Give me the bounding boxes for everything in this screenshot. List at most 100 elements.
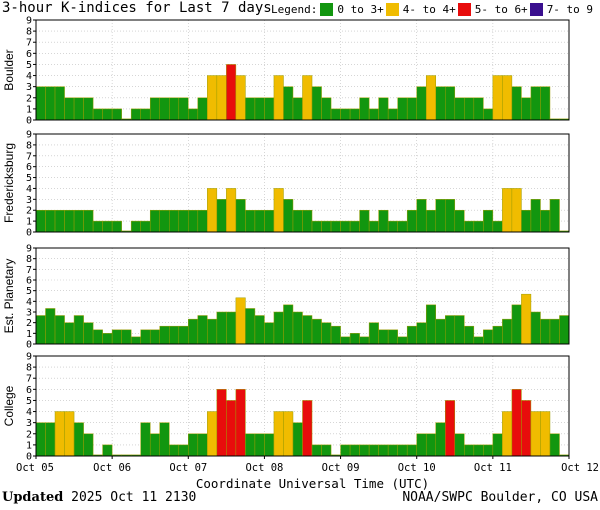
y-tick-label: 0 — [26, 452, 32, 463]
k-index-bar — [169, 325, 180, 345]
y-tick-label: 7 — [26, 265, 32, 276]
k-index-bar — [226, 64, 237, 121]
y-tick-label: 1 — [26, 329, 32, 340]
k-index-bar — [397, 444, 408, 457]
k-index-bar — [454, 97, 465, 121]
k-index-bar — [140, 329, 151, 345]
k-index-bar — [140, 220, 151, 233]
k-index-bar — [540, 318, 551, 345]
x-tick-label: Oct 05 — [16, 462, 54, 474]
k-index-bar — [226, 188, 237, 233]
k-index-bar — [368, 220, 379, 233]
k-index-bar — [45, 422, 56, 457]
k-index-bar — [283, 199, 294, 233]
legend-item-label: 4- to 4+ — [402, 3, 456, 16]
k-index-bar — [102, 108, 113, 121]
k-index-bar — [169, 209, 180, 233]
k-index-bar — [54, 209, 65, 233]
k-index-bar — [406, 444, 417, 457]
legend-item-label: 7- to 9 — [546, 3, 594, 16]
k-index-bar — [435, 86, 446, 121]
y-tick-label: 2 — [26, 93, 32, 104]
k-index-bar — [349, 108, 360, 121]
k-index-bar — [130, 108, 141, 121]
k-index-bar — [245, 209, 256, 233]
legend-label: Legend: — [271, 3, 318, 16]
k-index-bar — [521, 97, 532, 121]
k-index-bar — [454, 315, 465, 345]
k-index-bar — [521, 209, 532, 233]
k-index-bar — [207, 188, 218, 233]
y-tick-label: 7 — [26, 374, 32, 385]
k-index-bar — [378, 97, 389, 121]
k-index-bar — [530, 411, 541, 457]
k-index-bar — [83, 322, 94, 345]
y-tick-label: 5 — [26, 173, 32, 184]
k-index-bar — [216, 199, 227, 233]
k-index-bar — [83, 433, 94, 457]
y-tick-label: 4 — [26, 297, 32, 308]
k-index-bar — [207, 75, 218, 121]
k-index-bar — [359, 209, 370, 233]
k-index-bar — [483, 444, 494, 457]
y-tick-label: 8 — [26, 254, 32, 265]
k-index-bar — [283, 304, 294, 345]
k-index-bar — [311, 444, 322, 457]
y-tick-label: 6 — [26, 49, 32, 60]
k-index-bar — [464, 444, 475, 457]
k-index-bar — [387, 444, 398, 457]
k-index-bar — [483, 108, 494, 121]
k-index-bar — [302, 209, 313, 233]
y-tick-label: 8 — [26, 363, 32, 374]
plot-frame — [35, 247, 570, 345]
k-index-bar — [35, 209, 46, 233]
k-index-bar — [216, 311, 227, 345]
updated-stamp: Updated 2025 Oct 11 2130 — [2, 490, 196, 505]
k-index-bar — [188, 209, 199, 233]
k-index-bar — [425, 433, 437, 457]
k-index-bar — [540, 209, 551, 233]
k-index-bar — [387, 108, 398, 121]
x-tick-label: Oct 09 — [322, 462, 360, 474]
k-index-bar — [149, 97, 160, 121]
k-index-bar — [235, 75, 246, 121]
k-index-bar — [425, 75, 437, 121]
source-credit: NOAA/SWPC Boulder, CO USA — [402, 490, 598, 505]
k-index-bar — [197, 315, 208, 345]
k-index-bar — [121, 329, 132, 345]
y-tick-label: 6 — [26, 385, 32, 396]
y-tick-label: 7 — [26, 151, 32, 162]
k-index-bar — [340, 336, 351, 345]
k-index-bar — [511, 86, 522, 121]
k-index-bar — [226, 311, 237, 345]
k-index-bar — [73, 315, 84, 345]
x-tick-label: Oct 08 — [245, 462, 283, 474]
k-index-bar — [397, 336, 408, 345]
k-index-bar — [359, 336, 370, 345]
k-index-bar — [302, 400, 313, 457]
y-tick-label: 0 — [26, 116, 32, 127]
x-tick-label: Oct 07 — [169, 462, 207, 474]
k-index-bar — [445, 315, 456, 345]
k-index-bar — [502, 75, 513, 121]
k-index-bar — [330, 325, 341, 345]
legend: Legend: 0 to 3+ 4- to 4+ 5- to 6+ 7- to … — [271, 3, 595, 16]
k-index-bar — [197, 97, 208, 121]
k-index-bar — [406, 97, 417, 121]
legend-item-label: 0 to 3+ — [337, 3, 384, 16]
y-tick-label: 8 — [26, 27, 32, 38]
k-index-bar — [502, 188, 513, 233]
plot-frame — [35, 355, 570, 457]
k-index-bar — [273, 411, 284, 457]
k-index-bar — [92, 220, 103, 233]
k-index-bar — [130, 220, 141, 233]
k-index-bar — [283, 411, 294, 457]
k-index-bar — [511, 304, 522, 345]
y-tick-label: 1 — [26, 104, 32, 115]
y-tick-label: 2 — [26, 429, 32, 440]
k-index-bar — [435, 318, 446, 345]
k-index-bar — [368, 108, 379, 121]
k-index-bar — [368, 322, 379, 345]
x-tick-label: Oct 10 — [398, 462, 436, 474]
k-index-bar — [111, 108, 122, 121]
